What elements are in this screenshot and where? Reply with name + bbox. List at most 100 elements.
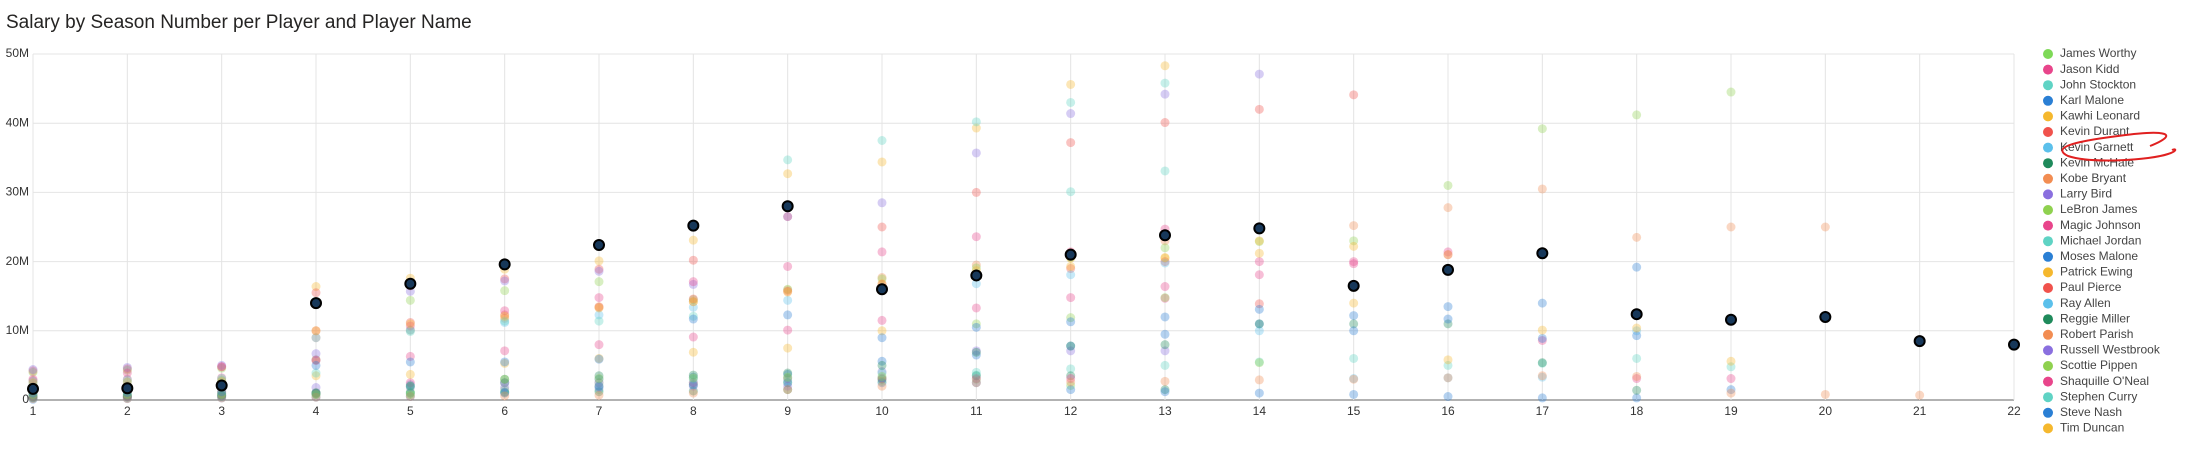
- legend-marker: [2043, 361, 2053, 371]
- data-point: [311, 282, 321, 292]
- chart-title: Salary by Season Number per Player and P…: [6, 12, 472, 33]
- data-point: [594, 381, 604, 391]
- data-point: [783, 343, 793, 353]
- data-point: [877, 374, 887, 384]
- data-point: [783, 169, 793, 179]
- data-point: [688, 378, 698, 388]
- data-point: [122, 392, 132, 402]
- data-point: [1066, 270, 1076, 280]
- data-point: [877, 136, 887, 145]
- data-point: [215, 379, 228, 392]
- data-point: [500, 378, 510, 388]
- legend-marker: [2043, 95, 2053, 106]
- data-point: [1443, 319, 1453, 329]
- data-point: [1726, 374, 1736, 384]
- data-point: [311, 333, 321, 343]
- data-point: [500, 385, 510, 395]
- data-point: [971, 370, 981, 380]
- legend-marker: [2043, 189, 2053, 200]
- data-point: [971, 371, 981, 381]
- data-point: [1443, 373, 1453, 383]
- data-point: [594, 316, 604, 326]
- data-point: [311, 356, 321, 366]
- data-point: [1349, 90, 1359, 100]
- legend-marker: [2043, 111, 2053, 122]
- data-point: [687, 219, 700, 232]
- data-point: [217, 392, 227, 402]
- data-point: [971, 322, 981, 332]
- data-point: [1254, 237, 1264, 247]
- legend-label: John Stockton: [2060, 77, 2136, 91]
- data-point: [500, 310, 510, 320]
- data-point: [500, 378, 510, 388]
- data-point: [688, 294, 698, 304]
- data-point: [877, 333, 887, 343]
- data-point: [971, 374, 981, 384]
- data-point: [1632, 323, 1642, 333]
- data-point: [122, 375, 132, 385]
- data-point: [1066, 264, 1076, 274]
- data-point: [217, 392, 227, 402]
- data-point: [783, 325, 793, 335]
- data-point: [1913, 335, 1926, 348]
- data-point: [217, 360, 227, 370]
- data-point: [1253, 222, 1266, 235]
- data-point: [783, 295, 793, 305]
- data-point: [783, 376, 793, 386]
- legend-marker: [2043, 423, 2053, 434]
- data-point: [1349, 374, 1359, 384]
- legend-marker: [2043, 329, 2053, 340]
- data-point: [688, 373, 698, 383]
- data-point: [877, 373, 887, 383]
- data-point: [1349, 389, 1359, 399]
- y-tick-label: 40M: [6, 115, 29, 129]
- data-point: [594, 277, 604, 287]
- legend-label: Reggie Miller: [2060, 311, 2130, 325]
- x-tick-label: 7: [596, 404, 603, 418]
- data-point: [688, 378, 698, 388]
- data-point: [405, 325, 415, 335]
- data-point: [311, 389, 321, 399]
- data-point: [688, 255, 698, 265]
- legend-label: Kevin Durant: [2060, 124, 2130, 138]
- data-point: [1066, 346, 1076, 356]
- legend-marker: [2043, 220, 2053, 231]
- data-point: [1632, 326, 1642, 336]
- data-point: [783, 385, 793, 395]
- data-point: [877, 273, 887, 283]
- data-point: [1160, 243, 1170, 253]
- data-point: [1443, 247, 1453, 257]
- data-point: [688, 372, 698, 382]
- data-point: [1066, 380, 1076, 390]
- legend-marker: [2043, 407, 2053, 418]
- data-point: [1254, 319, 1264, 329]
- data-point: [594, 371, 604, 381]
- data-point: [1160, 329, 1170, 339]
- data-point: [1254, 69, 1264, 79]
- data-point: [122, 392, 132, 402]
- data-point: [783, 212, 793, 222]
- data-point: [122, 392, 132, 402]
- data-point: [1066, 317, 1076, 327]
- data-point: [311, 383, 321, 393]
- data-point: [688, 311, 698, 321]
- data-point: [1820, 222, 1830, 232]
- x-tick-label: 6: [501, 404, 508, 418]
- legend-marker: [2043, 376, 2053, 387]
- legend-label: Kawhi Leonard: [2060, 109, 2140, 123]
- legend-label: LeBron James: [2060, 202, 2137, 216]
- data-point: [498, 258, 511, 271]
- data-point: [1160, 340, 1170, 350]
- data-point: [1254, 388, 1264, 398]
- data-point: [500, 374, 510, 384]
- data-point: [688, 297, 698, 307]
- data-point: [217, 391, 227, 401]
- legend-label: Kevin Garnett: [2060, 140, 2134, 154]
- data-point: [311, 355, 321, 365]
- data-point: [1820, 389, 1830, 399]
- data-point: [1159, 229, 1171, 242]
- data-point: [311, 388, 321, 398]
- legend-label: Magic Johnson: [2060, 218, 2141, 232]
- data-point: [500, 317, 510, 327]
- data-point: [122, 394, 132, 404]
